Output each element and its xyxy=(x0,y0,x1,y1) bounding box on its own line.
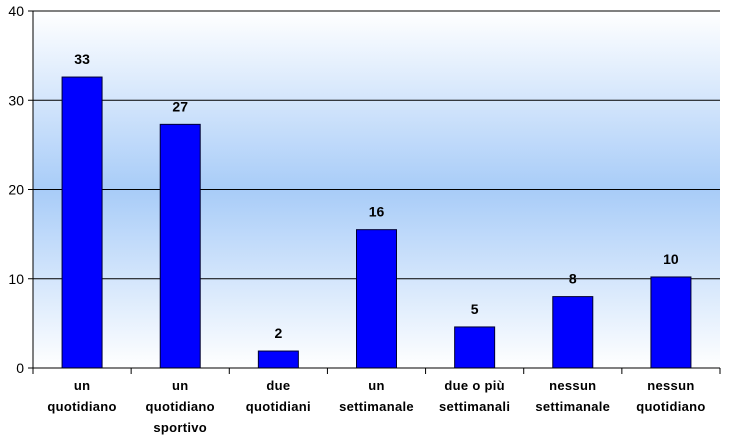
y-tick-label: 40 xyxy=(8,3,24,19)
bar xyxy=(257,350,299,369)
category-label: nessun quotidiano xyxy=(636,378,705,414)
category-label: un quotidiano xyxy=(47,378,116,414)
category-label-line: nessun xyxy=(647,378,694,393)
y-tick-label: 20 xyxy=(8,182,24,198)
category-label: un settimanale xyxy=(339,378,414,414)
category-label-line: settimanale xyxy=(535,399,610,414)
category-label: un quotidiano sportivo xyxy=(145,378,214,435)
data-label: 33 xyxy=(74,51,90,67)
data-label: 27 xyxy=(172,98,188,114)
category-label-line: settimanale xyxy=(339,399,414,414)
bar xyxy=(356,229,397,369)
y-tick-label: 10 xyxy=(8,271,24,287)
category-label: due quotidiani xyxy=(246,378,311,414)
category-label-line: un xyxy=(74,378,90,393)
category-label-line: due xyxy=(266,378,290,393)
category-label-line: settimanali xyxy=(439,399,510,414)
data-label: 8 xyxy=(569,271,577,287)
bar xyxy=(159,123,201,369)
category-label-line: sportivo xyxy=(153,420,207,435)
category-label-line: nessun xyxy=(549,378,596,393)
data-label: 5 xyxy=(471,301,479,317)
bar xyxy=(552,296,594,369)
category-label-line: quotidiano xyxy=(47,399,116,414)
category-label-line: quotidiani xyxy=(246,399,311,414)
data-label: 2 xyxy=(274,325,282,341)
y-tick-label: 0 xyxy=(16,360,24,376)
category-label-line: quotidiano xyxy=(636,399,705,414)
category-label-line: due o più xyxy=(444,378,504,393)
data-label: 10 xyxy=(663,251,679,267)
bar xyxy=(454,326,496,369)
category-label-line: quotidiano xyxy=(145,399,214,414)
data-label: 16 xyxy=(369,204,385,220)
category-label-line: un xyxy=(368,378,384,393)
category-label: due o più settimanali xyxy=(439,378,510,414)
bar xyxy=(650,276,692,369)
category-label: nessun settimanale xyxy=(535,378,610,414)
category-label-line: un xyxy=(172,378,188,393)
bar xyxy=(61,76,103,369)
y-tick-label: 30 xyxy=(8,92,24,108)
